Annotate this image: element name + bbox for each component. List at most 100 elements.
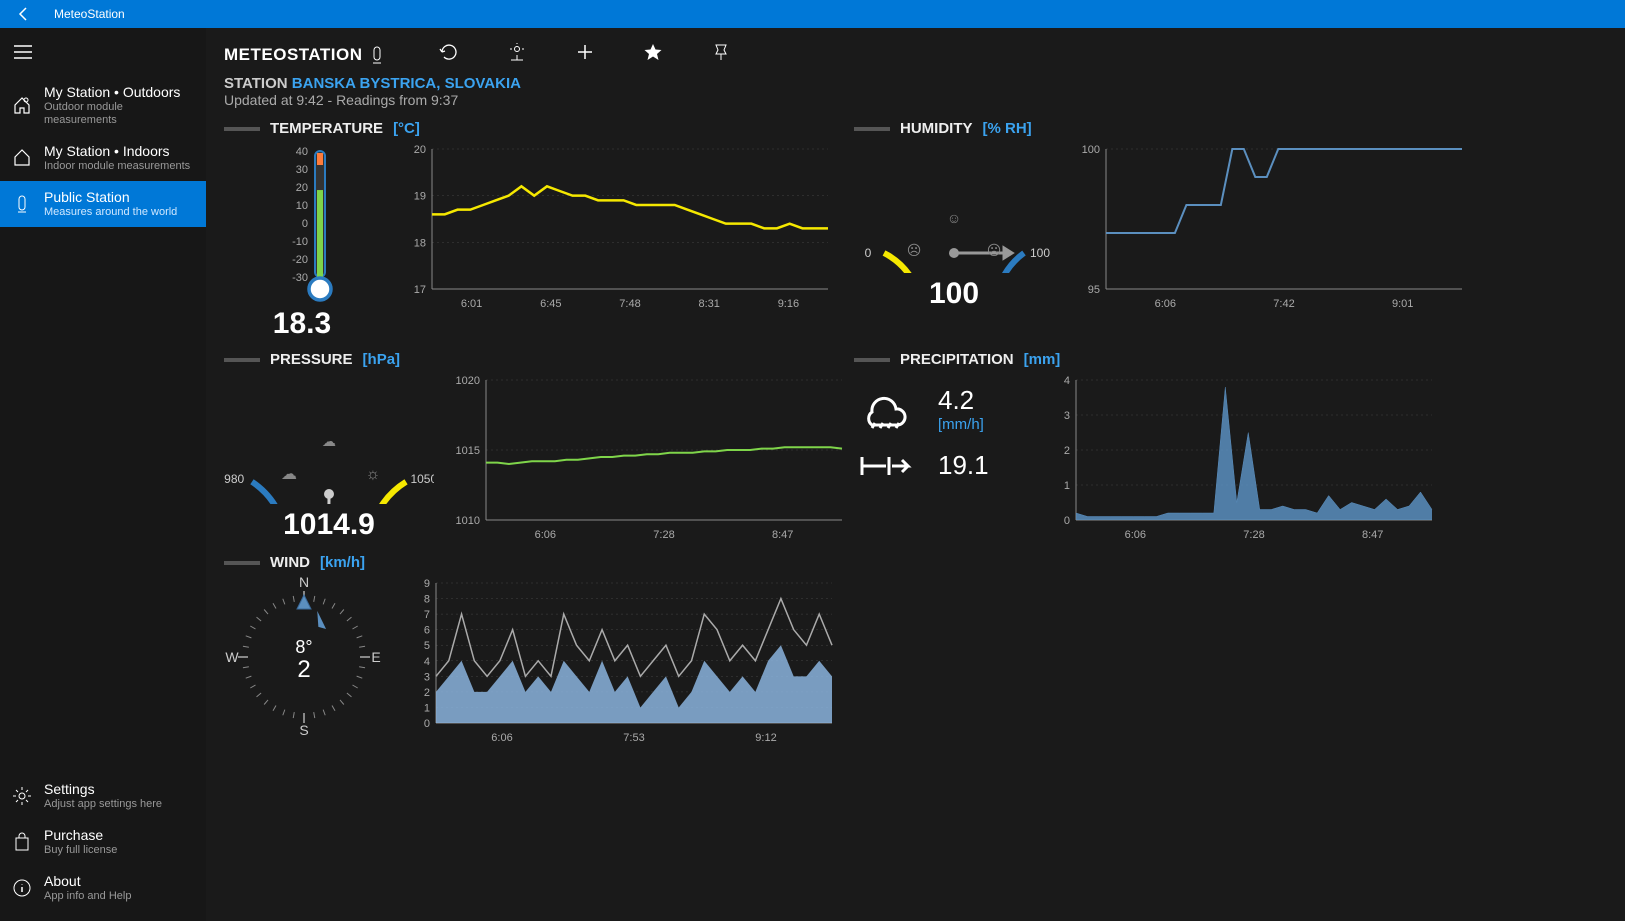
svg-text:9: 9 xyxy=(424,578,430,590)
svg-text:-30: -30 xyxy=(292,272,308,284)
sidebar-item-public[interactable]: Public Station Measures around the world xyxy=(0,181,206,227)
svg-text:E: E xyxy=(371,649,380,665)
precip-total: 19.1 xyxy=(938,450,989,481)
precipitation-widget: 4.2 [mm/h] 19.1 xyxy=(854,374,1024,481)
svg-text:2: 2 xyxy=(424,687,430,699)
app-title: MeteoStation xyxy=(54,7,125,21)
svg-text:4: 4 xyxy=(424,656,430,668)
titlebar: MeteoStation xyxy=(0,0,1625,28)
svg-text:0: 0 xyxy=(865,246,872,260)
hamburger-button[interactable] xyxy=(0,28,206,76)
bag-icon xyxy=(12,832,32,852)
svg-text:N: N xyxy=(299,577,309,590)
svg-text:☹: ☹ xyxy=(907,242,922,258)
sidebar-sublabel: App info and Help xyxy=(44,890,131,903)
svg-text:-20: -20 xyxy=(292,254,308,266)
humidity-value: 100 xyxy=(929,277,979,311)
svg-text:7: 7 xyxy=(424,609,430,621)
add-button[interactable] xyxy=(575,42,595,67)
svg-text:7:48: 7:48 xyxy=(619,298,640,310)
panel-unit: [km/h] xyxy=(320,554,365,571)
humidity-panel: HUMIDITY [% RH] 020406080100☺☹☹ 100 1009… xyxy=(854,120,1464,341)
sidebar-label: Purchase xyxy=(44,827,117,844)
panel-unit: [hPa] xyxy=(363,351,401,368)
svg-text:7:28: 7:28 xyxy=(653,529,674,541)
svg-text:0: 0 xyxy=(424,718,430,730)
humidity-chart: 100956:067:429:01 xyxy=(1068,143,1468,313)
precipitation-chart: 432106:067:288:47 xyxy=(1038,374,1438,544)
svg-text:6:06: 6:06 xyxy=(1125,529,1146,541)
svg-text:1: 1 xyxy=(424,702,430,714)
svg-text:40: 40 xyxy=(296,146,308,158)
svg-text:10: 10 xyxy=(296,200,308,212)
svg-text:17: 17 xyxy=(414,284,426,296)
svg-text:9:12: 9:12 xyxy=(755,732,776,744)
sidebar-item-indoors[interactable]: My Station • Indoors Indoor module measu… xyxy=(0,135,206,181)
svg-text:8:47: 8:47 xyxy=(772,529,793,541)
svg-text:7:42: 7:42 xyxy=(1273,298,1294,310)
main-content: METEOSTATION STATION BANSKA BYSTRICA, SL… xyxy=(206,28,1625,921)
accumulation-icon xyxy=(854,451,914,481)
sidebar-item-outdoors[interactable]: My Station • Outdoors Outdoor module mea… xyxy=(0,76,206,135)
compass-widget: NSEW8°2 xyxy=(224,577,384,737)
svg-text:8: 8 xyxy=(424,594,430,606)
sidebar-label: About xyxy=(44,873,131,890)
svg-text:95: 95 xyxy=(1088,284,1100,296)
refresh-button[interactable] xyxy=(439,42,459,67)
sidebar-label: My Station • Indoors xyxy=(44,143,190,160)
back-button[interactable] xyxy=(0,0,48,28)
humidity-gauge: 020406080100☺☹☹ 100 xyxy=(854,143,1054,311)
pressure-chart: 1020101510106:067:288:47 xyxy=(448,374,848,544)
indoors-icon xyxy=(12,148,32,168)
sidebar-item-purchase[interactable]: Purchase Buy full license xyxy=(0,819,206,865)
svg-text:1010: 1010 xyxy=(456,515,480,527)
sidebar-item-about[interactable]: About App info and Help xyxy=(0,865,206,911)
svg-text:6: 6 xyxy=(424,625,430,637)
svg-text:19: 19 xyxy=(414,191,426,203)
panel-title: HUMIDITY xyxy=(900,120,973,137)
panel-unit: [°C] xyxy=(393,120,420,137)
station-label: STATION xyxy=(224,75,288,92)
pin-button[interactable] xyxy=(711,42,731,67)
panel-title: PRESSURE xyxy=(270,351,353,368)
sidebar-label: My Station • Outdoors xyxy=(44,84,194,101)
panel-unit: [% RH] xyxy=(983,120,1032,137)
svg-text:1015: 1015 xyxy=(456,445,480,457)
temperature-value: 18.3 xyxy=(273,307,331,341)
svg-text:W: W xyxy=(225,649,239,665)
svg-text:1: 1 xyxy=(1064,480,1070,492)
svg-text:S: S xyxy=(299,722,308,737)
svg-text:2: 2 xyxy=(297,656,310,683)
favorite-button[interactable] xyxy=(643,42,663,67)
svg-text:980: 980 xyxy=(224,472,244,486)
svg-text:-10: -10 xyxy=(292,236,308,248)
svg-text:6:01: 6:01 xyxy=(461,298,482,310)
panel-title: PRECIPITATION xyxy=(900,351,1014,368)
precipitation-panel: PRECIPITATION [mm] 4.2 [mm/h] xyxy=(854,351,1464,544)
gear-icon xyxy=(12,786,32,806)
sidebar-item-settings[interactable]: Settings Adjust app settings here xyxy=(0,773,206,819)
info-icon xyxy=(12,878,32,898)
svg-text:6:06: 6:06 xyxy=(491,732,512,744)
svg-text:7:53: 7:53 xyxy=(623,732,644,744)
location-button[interactable] xyxy=(507,42,527,67)
wind-chart: 98765432106:067:539:12 xyxy=(398,577,838,747)
svg-text:9:16: 9:16 xyxy=(778,298,799,310)
temperature-chart: 201918176:016:457:488:319:16 xyxy=(394,143,834,313)
precip-rate-unit: [mm/h] xyxy=(938,416,984,433)
updated-line: Updated at 9:42 - Readings from 9:37 xyxy=(224,92,1607,108)
panel-unit: [mm] xyxy=(1024,351,1061,368)
svg-text:8:31: 8:31 xyxy=(698,298,719,310)
svg-text:☁: ☁ xyxy=(281,466,297,483)
sidebar-sublabel: Outdoor module measurements xyxy=(44,101,194,127)
sidebar-sublabel: Measures around the world xyxy=(44,206,177,219)
svg-text:100: 100 xyxy=(1030,246,1050,260)
sidebar-label: Public Station xyxy=(44,189,177,206)
sidebar-sublabel: Adjust app settings here xyxy=(44,798,162,811)
precip-rate: 4.2 xyxy=(938,385,984,416)
svg-text:8:47: 8:47 xyxy=(1362,529,1383,541)
pressure-panel: PRESSURE [hPa] 9809901000101010201030104… xyxy=(224,351,834,544)
svg-text:20: 20 xyxy=(296,182,308,194)
svg-text:100: 100 xyxy=(1082,144,1100,156)
svg-text:18: 18 xyxy=(414,237,426,249)
